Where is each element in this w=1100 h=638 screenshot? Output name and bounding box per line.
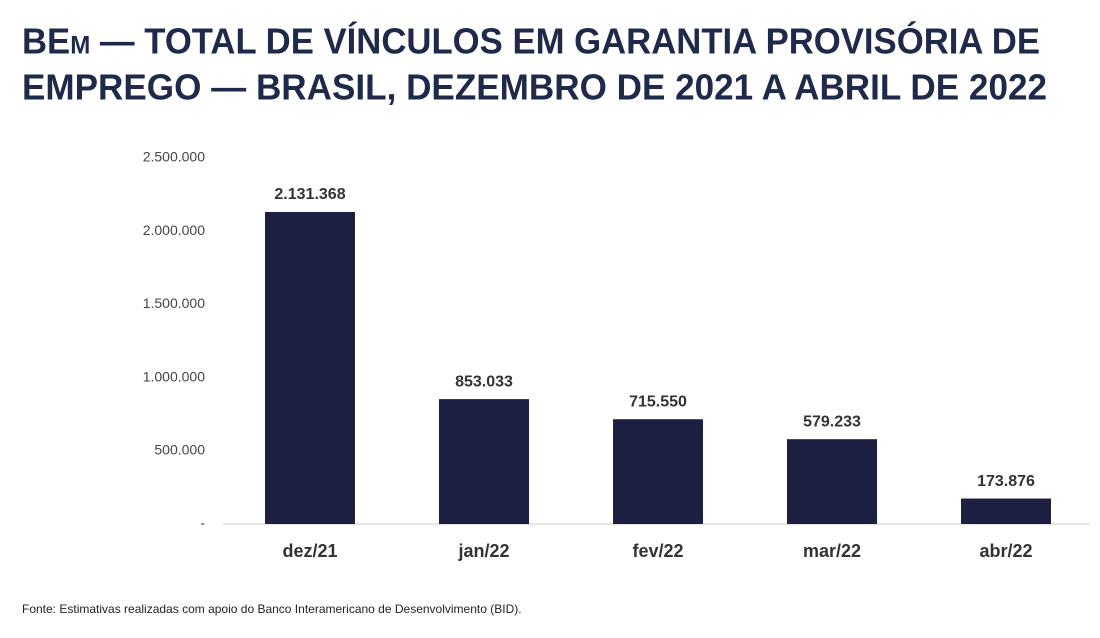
y-tick-label: - [200, 515, 205, 531]
y-tick-label: 500.000 [154, 442, 205, 458]
bar [961, 498, 1051, 524]
source-note: Fonte: Estimativas realizadas com apoio … [22, 602, 522, 616]
x-tick-label: mar/22 [803, 541, 861, 561]
x-tick-label: fev/22 [632, 541, 683, 561]
y-tick-label: 1.500.000 [143, 295, 205, 311]
bar [613, 419, 703, 524]
y-tick-label: 2.500.000 [143, 149, 205, 165]
y-tick-label: 2.000.000 [143, 222, 205, 238]
value-label: 173.876 [977, 473, 1035, 490]
chart-title: BEm — TOTAL DE VÍNCULOS EM GARANTIA PROV… [22, 20, 1040, 62]
x-tick-label: jan/22 [457, 541, 509, 561]
x-tick-label: abr/22 [979, 541, 1032, 561]
x-tick-label: dez/21 [282, 541, 337, 561]
bar [265, 211, 355, 525]
value-label: 579.233 [803, 413, 861, 430]
bar [787, 439, 877, 524]
bar [439, 399, 529, 524]
chart-title: EMPREGO — BRASIL, DEZEMBRO DE 2021 A ABR… [22, 67, 1047, 108]
value-label: 853.033 [455, 373, 513, 390]
value-label: 2.131.368 [274, 186, 345, 203]
y-tick-label: 1.000.000 [143, 368, 205, 384]
value-label: 715.550 [629, 393, 687, 410]
